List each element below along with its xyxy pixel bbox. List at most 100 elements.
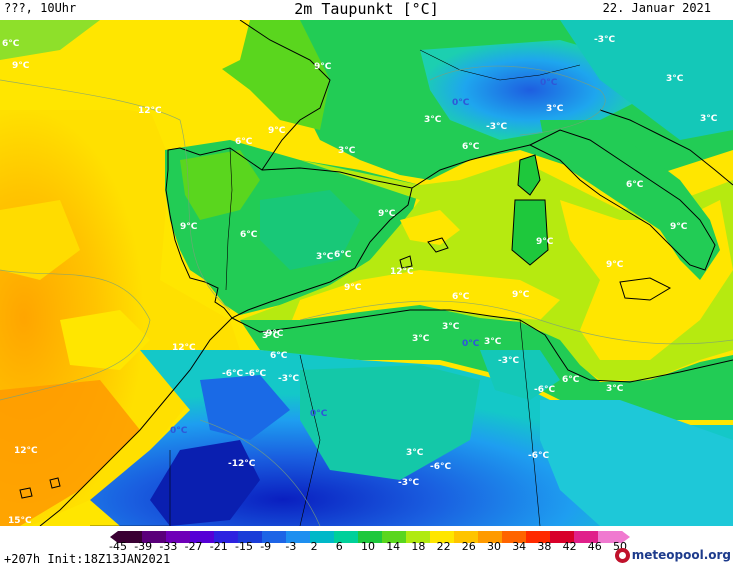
- colorbar-tick-label: 38: [537, 540, 552, 553]
- colorbar-segment: [358, 531, 383, 543]
- colorbar-tick-label: 2: [310, 540, 318, 553]
- footer-bar: -45 -39 -33 -27 -21 -15 -9 -3 2 6 10 14 18 22 26 30 34 38…: [0, 526, 733, 566]
- temperature-label: 3°C: [700, 114, 718, 124]
- temperature-label: 9°C: [314, 62, 332, 72]
- temperature-label: 3°C: [442, 322, 460, 332]
- colorbar-segment: [286, 531, 311, 543]
- temperature-label: 9°C: [266, 329, 284, 339]
- temperature-label: 9°C: [180, 222, 198, 232]
- atlantic-yellow-band: [0, 200, 80, 280]
- temperature-label: -3°C: [498, 356, 519, 366]
- colorbar-tick-label: -9: [260, 540, 272, 553]
- temperature-label: 6°C: [452, 292, 470, 302]
- colorbar-tick-label: -27: [184, 540, 203, 553]
- temperature-label: 0°C: [170, 426, 188, 436]
- header-bar: ???, 10Uhr 2m Taupunkt [°C] 22. Januar 2…: [0, 0, 733, 20]
- colorbar-segment: [334, 531, 359, 543]
- colorbar-segment: [574, 531, 599, 543]
- temperature-label: 9°C: [536, 237, 554, 247]
- temperature-label: 9°C: [512, 290, 530, 300]
- temperature-label: 3°C: [484, 337, 502, 347]
- temperature-label: 9°C: [606, 260, 624, 270]
- colorbar-segment: [526, 531, 551, 543]
- colorbar-segment: [406, 531, 431, 543]
- temperature-label: -12°C: [228, 459, 256, 469]
- brand-name: meteopool.org: [631, 548, 731, 562]
- colorbar-segment: [502, 531, 527, 543]
- coastline-france: [239, 20, 331, 171]
- dewpoint-map: 6°C 9°C 12°C 9°C 9°C 6°C 3°C 9°C 6°C 3°C…: [0, 20, 733, 526]
- temperature-label: 9°C: [12, 61, 30, 71]
- iberia-light-zone: [180, 150, 260, 220]
- contour-line: [429, 65, 606, 136]
- atlantic-yellow-patch: [60, 310, 150, 370]
- temperature-label: 12°C: [14, 446, 38, 456]
- colorbar-left-arrow: [110, 531, 118, 543]
- temperature-label: 3°C: [338, 146, 356, 156]
- gulf-yellow: [400, 210, 460, 245]
- colorbar-tick-label: 30: [487, 540, 501, 553]
- temperature-label: 0°C: [452, 98, 470, 108]
- colorbar-segment: [478, 531, 503, 543]
- contour-line: [299, 300, 733, 345]
- temperature-label: 9°C: [670, 222, 688, 232]
- atlantic-deep-orange-area: [0, 380, 140, 526]
- temperature-label: 6°C: [270, 351, 288, 361]
- colorbar-tick-label: 22: [436, 540, 451, 553]
- temperature-label: 6°C: [626, 180, 644, 190]
- coastline-france-south: [411, 144, 531, 189]
- location-time-label: ???, 10Uhr: [4, 1, 77, 15]
- colorbar-segment: [430, 531, 455, 543]
- colorbar-tick-label: 26: [461, 540, 476, 553]
- temperature-label: 6°C: [240, 230, 258, 240]
- colorbar-tick-label: 18: [411, 540, 426, 553]
- alps-cold-area: [420, 40, 640, 140]
- temperature-label: -6°C: [528, 451, 549, 461]
- colorbar-tick-label: 10: [361, 540, 375, 553]
- balearic-yellow-band: [290, 270, 560, 325]
- temperature-label: -3°C: [278, 374, 299, 384]
- temperature-labels: 6°C 9°C 12°C 9°C 9°C 6°C 3°C 9°C 6°C 3°C…: [2, 35, 718, 526]
- map-title: 2m Taupunkt [°C]: [294, 0, 439, 18]
- temperature-label: 3°C: [262, 331, 280, 341]
- meteopool-logo-icon: [614, 547, 630, 563]
- atlas-deep-blue: [150, 440, 260, 526]
- balkan-cyan-area: [560, 20, 733, 140]
- temperature-label: 15°C: [8, 516, 32, 526]
- temperature-label: -3°C: [594, 35, 615, 45]
- temperature-label: -3°C: [486, 122, 507, 132]
- atlas-mid-blue: [200, 375, 290, 440]
- colorbar-segment: [310, 531, 335, 543]
- contour-line: [199, 419, 321, 526]
- colorbar-segment: [382, 531, 407, 543]
- temperature-label: 0°C: [540, 78, 558, 88]
- colorbar-tick-label: -45: [109, 540, 127, 553]
- temperature-label: 6°C: [2, 39, 20, 49]
- coastline-adriatic: [599, 109, 733, 186]
- country-borders: [90, 49, 581, 526]
- coastline-balearic-majorca: [427, 237, 449, 253]
- temperature-label: 12°C: [138, 106, 162, 116]
- colorbar-tick-label: -15: [235, 540, 253, 553]
- colorbar-tick-label: -33: [159, 540, 178, 553]
- forecast-date: 22. Januar 2021: [602, 1, 711, 15]
- brand-logo[interactable]: meteopool.org: [614, 546, 731, 564]
- temperature-label: 3°C: [606, 384, 624, 394]
- sardinia-island: [512, 200, 548, 265]
- temperature-label: 3°C: [546, 104, 564, 114]
- colorbar-segment: [550, 531, 575, 543]
- temperature-label: -3°C: [398, 478, 419, 488]
- coastline-balearic-ibiza: [399, 255, 413, 269]
- colorbar: [110, 531, 630, 543]
- temperature-label: 3°C: [316, 252, 334, 262]
- temperature-label: 3°C: [412, 334, 430, 344]
- canary-islands: [19, 477, 61, 499]
- colorbar-tick-label: 14: [386, 540, 401, 553]
- coastline-corsica: [517, 154, 541, 196]
- tunisia-teal: [480, 350, 560, 400]
- temperature-label: 3°C: [406, 448, 424, 458]
- temperature-label: 9°C: [268, 126, 286, 136]
- temperature-label: 6°C: [562, 375, 580, 385]
- colorbar-segment: [454, 531, 479, 543]
